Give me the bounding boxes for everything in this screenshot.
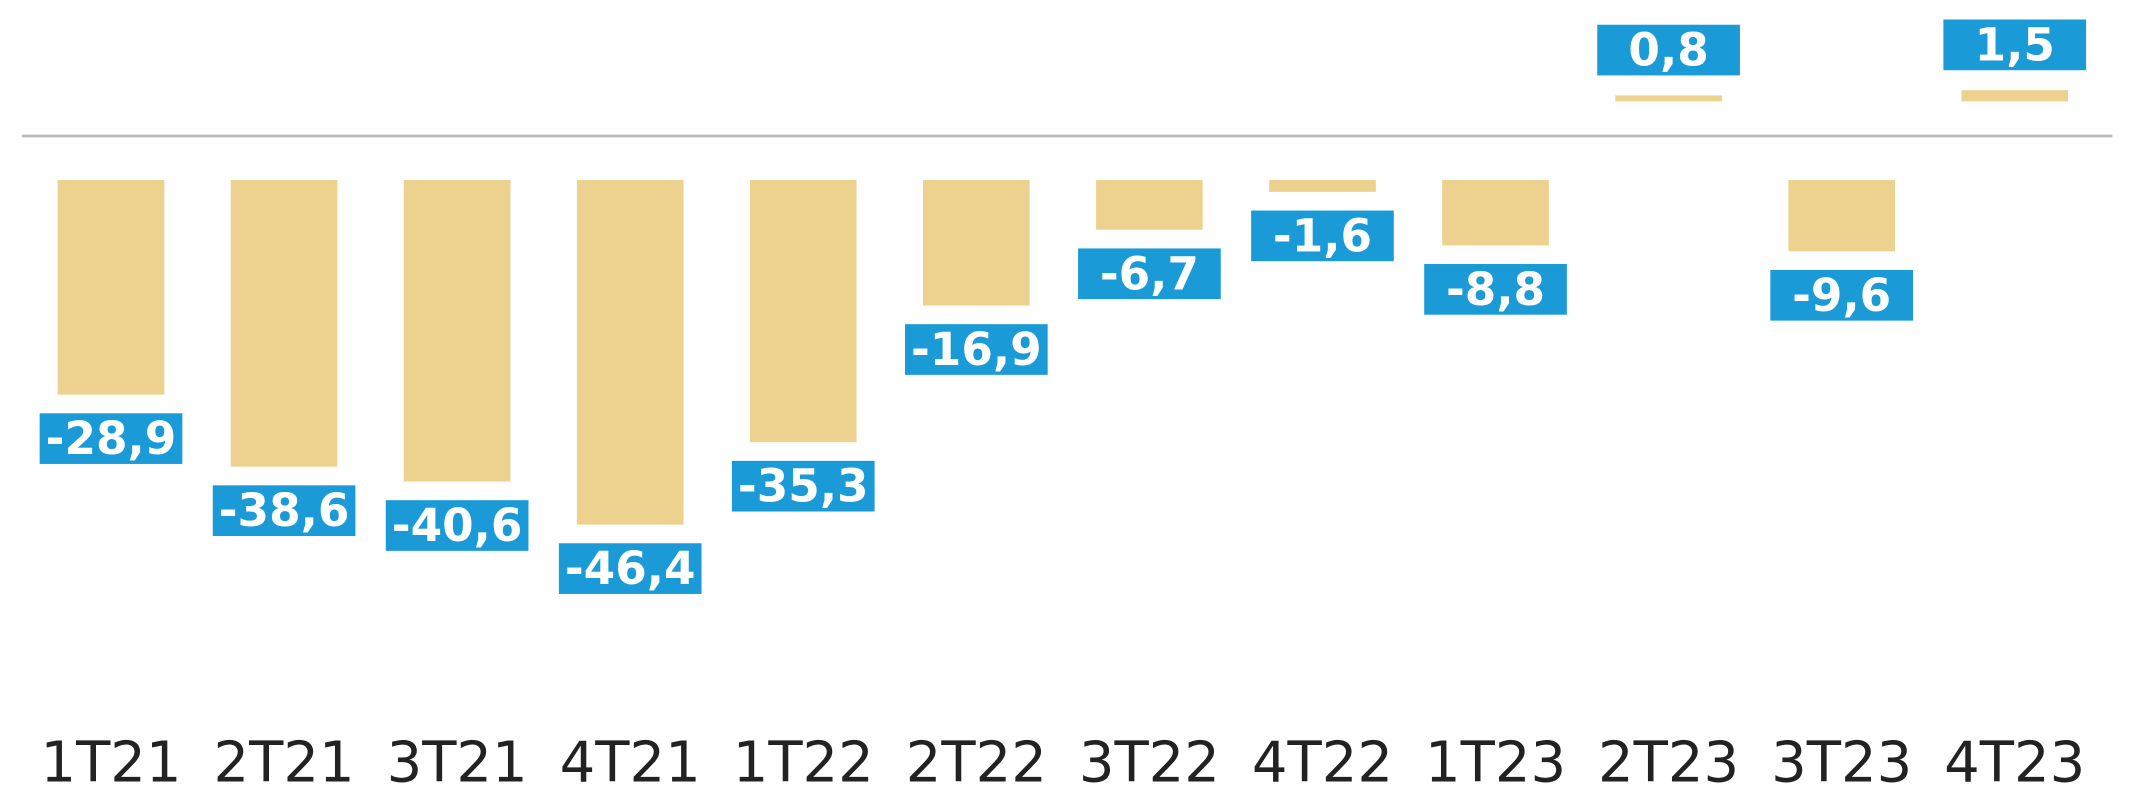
value-label-box [558,543,702,594]
value-label: 0,8 [1628,24,1708,77]
bar [403,180,511,482]
value-label-box [1770,269,1913,321]
x-tick-label: 4T22 [1252,730,1393,795]
x-tick-label: 3T21 [387,730,528,795]
value-label-box [1424,264,1567,315]
x-tick-label: 1T22 [733,730,874,795]
value-label: 1,5 [1975,18,2055,71]
x-tick-label: 4T23 [1944,730,2085,795]
value-label-box [905,324,1048,375]
x-tick-label: 2T23 [1598,730,1739,795]
value-label-box [1597,24,1740,76]
bar [1096,180,1203,230]
x-tick-label: 4T21 [560,730,701,795]
bar [749,180,857,443]
bar [1961,90,2069,102]
bar [230,180,338,467]
value-label-box [385,500,529,551]
x-tick-label: 3T22 [1079,730,1220,795]
value-label: -38,6 [219,484,350,537]
bar [57,180,165,395]
x-tick-label: 1T23 [1425,730,1566,795]
value-label-box [212,485,356,537]
bar [1615,95,1722,102]
bar [1788,180,1895,252]
value-label: -35,3 [738,460,869,513]
value-label: -28,9 [46,412,177,465]
value-label: -40,6 [392,499,523,552]
x-tick-label: 3T23 [1771,730,1912,795]
x-tick-label: 2T22 [906,730,1047,795]
value-label-box [731,460,875,512]
bar [923,180,1030,306]
bar [576,180,684,525]
value-label: -46,4 [565,542,696,595]
value-label: -9,6 [1792,269,1891,322]
value-label: -1,6 [1273,209,1372,262]
value-label-box [39,413,183,464]
bar [1269,180,1376,192]
x-tick-label: 1T21 [40,730,181,795]
value-label: -16,9 [911,323,1042,376]
value-label: -6,7 [1100,247,1199,300]
value-label: -8,8 [1446,263,1545,316]
value-label-box [1943,19,2087,71]
bar [1442,180,1549,246]
value-label-box [1251,210,1394,262]
x-tick-label: 2T21 [214,730,355,795]
value-label-box [1078,248,1221,300]
